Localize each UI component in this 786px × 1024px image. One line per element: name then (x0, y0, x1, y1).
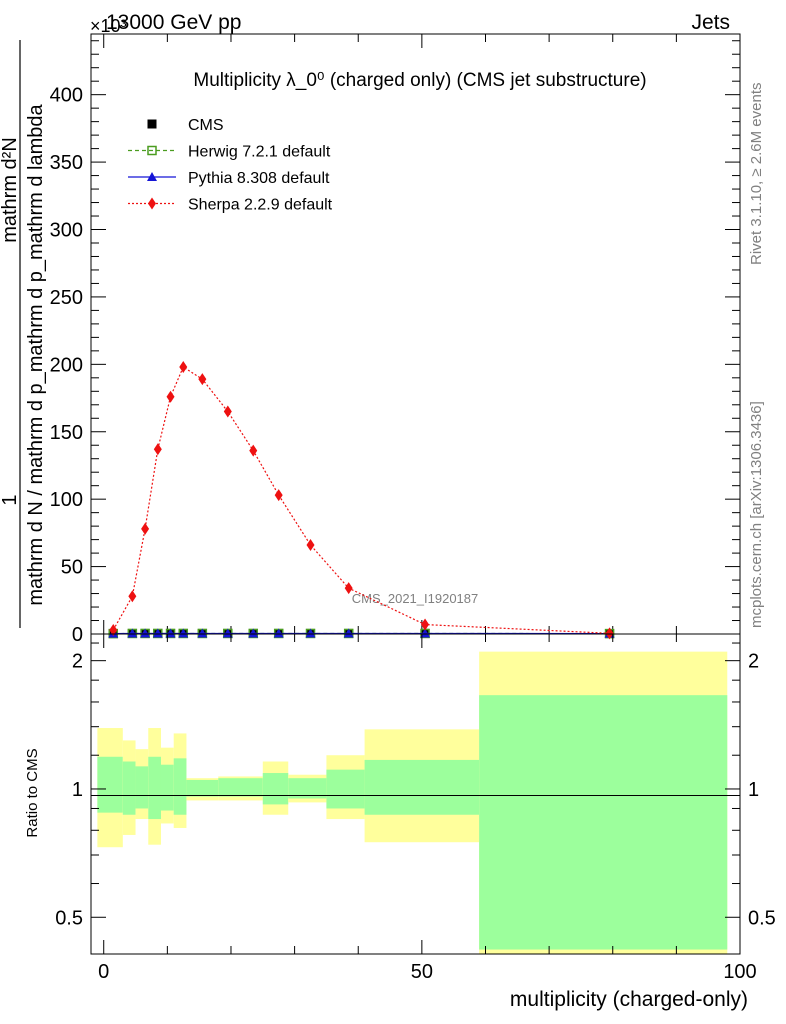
series-layer (108, 361, 615, 640)
x-axis-label: multiplicity (charged-only) (510, 988, 748, 1011)
legend-marker (147, 172, 157, 181)
data-point (222, 628, 233, 638)
ratio-panel: 0.5 0.5 1 1 2 2 0 50 100 (55, 633, 776, 983)
data-point (179, 361, 188, 374)
ratio-bands (97, 651, 728, 954)
legend-label: CMS (188, 117, 224, 134)
ylabel-d2n: mathrm d²N (0, 137, 21, 243)
ratio-frame (90, 633, 741, 955)
main-title: Multiplicity λ_0⁰ (charged only) (CMS je… (193, 70, 646, 91)
legend-label: Pythia 8.308 default (188, 170, 330, 187)
data-point (420, 628, 431, 638)
y-tick-label: 200 (50, 354, 83, 376)
ratio-inner-band (135, 766, 149, 809)
data-point (166, 390, 175, 403)
ratio-y-tick-label-right: 2 (748, 651, 759, 673)
ratio-y-tick-label: 2 (72, 651, 83, 673)
ratio-inner-band (288, 778, 327, 799)
mcplots-label: mcplots.cern.ch [arXiv:1306.3436] (748, 401, 765, 628)
x-tick-label: 50 (411, 961, 433, 983)
x-tick-label: 100 (723, 961, 756, 983)
data-point (305, 628, 316, 638)
data-point (152, 628, 163, 638)
data-point (197, 628, 208, 638)
y-tick-label: 300 (50, 220, 83, 242)
data-point (605, 627, 614, 640)
ratio-inner-band (97, 756, 123, 813)
data-point (109, 623, 118, 636)
data-point (140, 628, 151, 638)
y-tick-label: 150 (50, 422, 83, 444)
ratio-inner-band (262, 773, 289, 805)
ylabel-numerator: 1 (0, 494, 21, 505)
y-tick-label: 50 (61, 557, 83, 579)
data-point (141, 522, 150, 535)
rivet-label: Rivet 3.1.10, ≥ 2.6M events (748, 83, 765, 266)
legend-marker (148, 197, 156, 210)
legend: CMS Herwig 7.2.1 default Pythia 8.308 defa… (128, 117, 333, 214)
y-tick-label: 250 (50, 287, 83, 309)
ratio-ylabel: Ratio to CMS (24, 748, 41, 837)
y-tick-label: 400 (50, 85, 83, 107)
legend-label: Sherpa 2.2.9 default (188, 197, 333, 214)
ratio-inner-band (173, 758, 187, 815)
watermark: CMS_2021_I1920187 (352, 591, 479, 606)
y-tick-label: 0 (72, 624, 83, 646)
data-point (249, 444, 258, 457)
series-sherpa (109, 361, 614, 640)
data-point (274, 489, 283, 502)
ratio-y-tick-label: 1 (72, 779, 83, 801)
x-tick-label: 0 (98, 961, 109, 983)
ylabel-denominator: mathrm d N / mathrm d p_mathrm d p_mathr… (25, 103, 47, 605)
data-point (344, 582, 353, 595)
ratio-inner-band (122, 761, 136, 815)
header-left: 13000 GeV pp (106, 11, 241, 34)
legend-marker (147, 145, 157, 156)
data-point (306, 539, 315, 552)
ratio-y-tick-label-right: 1 (748, 779, 759, 801)
legend-entry: Pythia 8.308 default (128, 170, 330, 187)
ratio-inner-band (326, 769, 365, 809)
data-point (153, 443, 162, 456)
legend-entry: CMS (147, 117, 224, 134)
header-right: Jets (691, 11, 730, 34)
main-y-axis: 0 50 100 150 200 250 300 350 400 (50, 40, 740, 646)
series-line (112, 366, 610, 634)
ratio-inner-band (364, 759, 480, 815)
legend-entry: Sherpa 2.2.9 default (128, 197, 333, 214)
series-pythia (108, 628, 615, 638)
header-exponent: ×10³ (90, 16, 127, 36)
legend-marker (147, 119, 157, 129)
legend-entry: Herwig 7.2.1 default (128, 144, 331, 161)
data-point (248, 628, 259, 638)
y-tick-label: 100 (50, 489, 83, 511)
data-point (421, 618, 430, 631)
data-point (223, 405, 232, 418)
legend-label: Herwig 7.2.1 default (188, 144, 331, 161)
data-point (198, 373, 207, 386)
main-panel: 0 50 100 150 200 250 300 350 400 Multiplicity λ_… (50, 33, 741, 646)
ratio-y-tick-label-right: 0.5 (748, 907, 776, 929)
data-point (128, 590, 137, 603)
data-point (178, 628, 189, 638)
y-tick-label: 350 (50, 152, 83, 174)
ratio-inner-band (479, 695, 728, 950)
ratio-x-axis: 0 50 100 (98, 634, 757, 983)
data-point (127, 628, 138, 638)
ratio-y-tick-label: 0.5 (55, 907, 83, 929)
ratio-inner-band (186, 779, 219, 797)
ratio-inner-band (148, 756, 161, 820)
data-point (165, 628, 176, 638)
ratio-inner-band (160, 764, 174, 811)
data-point (273, 628, 284, 638)
ratio-y-axis: 0.5 0.5 1 1 2 2 (55, 642, 776, 929)
data-point (343, 628, 354, 638)
ratio-inner-band (218, 778, 263, 797)
